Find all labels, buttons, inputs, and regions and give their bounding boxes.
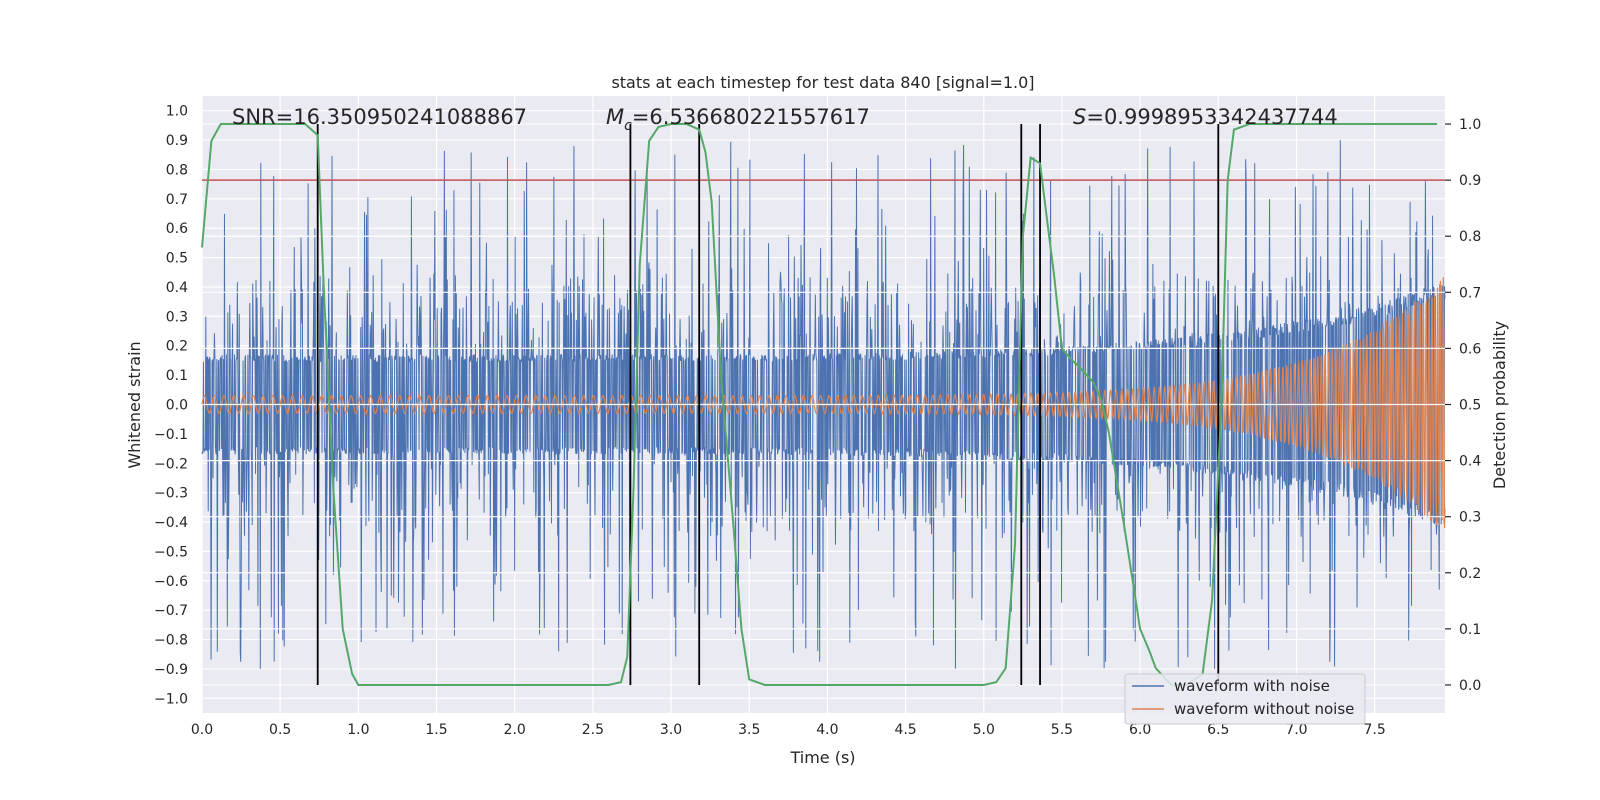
y2-tick-label: 0.0 (1459, 678, 1481, 694)
x-tick-label: 4.0 (816, 722, 838, 738)
y-tick-label: 0.5 (166, 251, 188, 267)
x-axis-ticks: 0.0 0.5 1.0 1.5 2.0 2.5 3.0 3.5 4.0 4.5 5.0 5.5 6.0 6… (191, 722, 1386, 738)
x-tick-label: 3.5 (738, 722, 760, 738)
y-tick-label: 0.4 (166, 280, 188, 296)
s-annotation: S=0.9998953342437744 (1073, 105, 1338, 129)
x-tick-label: 1.0 (347, 722, 369, 738)
x-tick-label: 4.5 (894, 722, 916, 738)
waveform-without-noise (201, 277, 1446, 529)
x-tick-label: 5.0 (973, 722, 995, 738)
y-tick-label: −1.0 (154, 691, 188, 707)
y2-tick-label: 0.3 (1459, 510, 1481, 526)
y2-tick-label: 0.2 (1459, 566, 1481, 582)
x-tick-label: 7.5 (1364, 722, 1386, 738)
y-tick-label: 0.0 (166, 398, 188, 414)
x-tick-label: 7.0 (1285, 722, 1307, 738)
y2-tick-label: 0.9 (1459, 173, 1481, 189)
legend-label-clean: waveform without noise (1174, 700, 1354, 718)
y-tick-label: −0.9 (154, 662, 188, 678)
x-tick-label: 2.5 (582, 722, 604, 738)
y2-tick-label: 0.7 (1459, 285, 1481, 301)
y2-tick-label: 0.5 (1459, 398, 1481, 414)
y-tick-label: −0.3 (154, 486, 188, 502)
x-tick-label: 6.0 (1129, 722, 1151, 738)
y-tick-label: −0.1 (154, 427, 188, 443)
legend-label-noisy: waveform with noise (1174, 677, 1330, 695)
segment-boundaries (316, 124, 1220, 685)
x-tick-label: 2.0 (504, 722, 526, 738)
y-tick-label: 0.7 (166, 192, 188, 208)
x-tick-label: 6.5 (1207, 722, 1229, 738)
chirp-mass-annotation: Mc=6.536680221557617 (606, 105, 870, 134)
x-axis-label: Time (s) (789, 748, 855, 767)
y-tick-label: −0.7 (154, 603, 188, 619)
x-tick-label: 1.5 (425, 722, 447, 738)
legend-box (1124, 673, 1366, 725)
y-tick-label: 0.2 (166, 339, 188, 355)
y-tick-label: −0.5 (154, 544, 188, 560)
y2-tick-label: 0.6 (1459, 341, 1481, 357)
y2-tick-label: 0.8 (1459, 229, 1481, 245)
y2-axis-ticks: 1.0 0.9 0.8 0.7 0.6 0.5 0.4 0.3 0.2 0.1 0.0 (1445, 117, 1481, 694)
y2-axis-label: Detection probability (1490, 321, 1509, 489)
x-tick-label: 3.0 (660, 722, 682, 738)
chirp-mass-subscript: c (624, 118, 632, 134)
y-tick-label: −0.6 (154, 574, 188, 590)
y-tick-label: −0.4 (154, 515, 188, 531)
legend: waveform with noise waveform without noi… (1124, 673, 1366, 725)
chirp-mass-symbol: M (606, 105, 624, 129)
chirp-mass-value: =6.536680221557617 (632, 105, 870, 129)
y-tick-label: 0.3 (166, 309, 188, 325)
waveform-with-noise (201, 140, 1446, 669)
x-tick-label: 0.0 (191, 722, 213, 738)
y-axis-label: Whitened strain (125, 341, 144, 468)
y2-tick-label: 0.4 (1459, 454, 1481, 470)
s-value: =0.9998953342437744 (1086, 105, 1337, 129)
y2-tick-label: 0.1 (1459, 622, 1481, 638)
x-tick-label: 0.5 (269, 722, 291, 738)
y-tick-label: 0.8 (166, 162, 188, 178)
y-tick-label: 0.6 (166, 221, 188, 237)
y-tick-label: 1.0 (166, 104, 188, 120)
x-tick-label: 5.5 (1051, 722, 1073, 738)
chart-title: stats at each timestep for test data 840… (611, 73, 1034, 92)
y-tick-label: 0.9 (166, 133, 188, 149)
y-axis-ticks: 1.0 0.9 0.8 0.7 0.6 0.5 0.4 0.3 0.2 0.1 0.0 −0.1 −0.… (154, 104, 188, 708)
snr-annotation: SNR=16.350950241088867 (232, 105, 527, 129)
y-tick-label: −0.2 (154, 456, 188, 472)
y2-tick-label: 1.0 (1459, 117, 1481, 133)
y-tick-label: −0.8 (154, 633, 188, 649)
y-tick-label: 0.1 (166, 368, 188, 384)
s-symbol: S (1073, 105, 1086, 129)
